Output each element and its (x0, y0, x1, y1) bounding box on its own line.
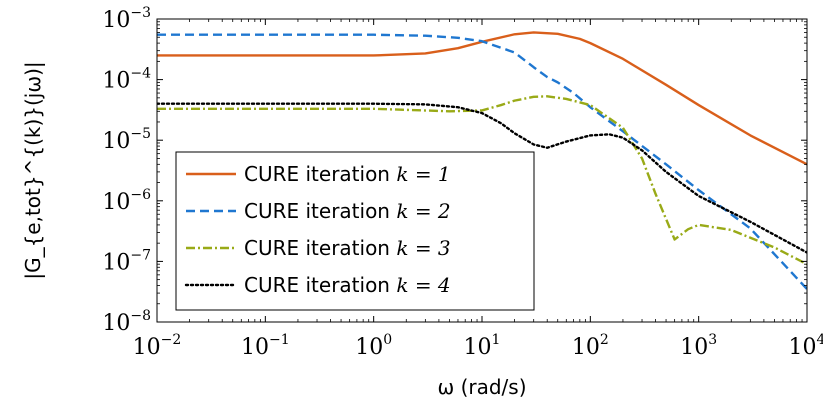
x-tick-label: 10−1 (241, 332, 290, 360)
y-tick-label: 10−6 (102, 187, 151, 215)
x-tick-exponent: 3 (708, 332, 717, 348)
legend-label-k4: CURE iteration k = 4 (244, 273, 451, 297)
series-group (157, 31, 807, 290)
y-tick-base: 10 (102, 250, 130, 275)
x-tick-base: 10 (241, 335, 269, 360)
x-tick-exponent: 0 (383, 332, 392, 348)
x-tick-label: 104 (789, 332, 823, 360)
y-tick-exponent: −5 (130, 126, 151, 142)
x-axis-label: ω (rad/s) (437, 375, 526, 399)
axes: 10−2 10−1 100 101 102 103 10410−810−710−610−51… (102, 5, 823, 360)
y-tick-label: 10−5 (102, 126, 151, 154)
x-tick-label: 102 (572, 332, 609, 360)
legend-box (175, 151, 535, 311)
x-tick-label: 103 (680, 332, 717, 360)
legend-prefix: CURE iteration (244, 273, 396, 297)
legend-label-k2: CURE iteration k = 2 (244, 199, 451, 223)
y-tick-exponent: −4 (130, 66, 151, 82)
series-line-k1 (157, 31, 807, 166)
x-tick-label: 100 (355, 332, 392, 360)
y-tick-exponent: −7 (130, 247, 151, 263)
y-axis-label: |G_{e,tot}^{(k)}(jω)| (21, 61, 45, 279)
x-tick-exponent: −2 (161, 332, 182, 348)
x-tick-base: 10 (789, 335, 817, 360)
series-line-k3 (157, 95, 807, 266)
y-tick-base: 10 (102, 8, 130, 33)
legend-prefix: CURE iteration (244, 236, 396, 260)
legend-label-k1: CURE iteration k = 1 (244, 162, 451, 186)
legend-label-k3: CURE iteration k = 3 (244, 236, 451, 260)
y-tick-label: 10−4 (102, 66, 151, 94)
axis-labels: ω (rad/s) |G_{e,tot}^{(k)}(jω)| (21, 61, 527, 399)
x-tick-label: 10−2 (133, 332, 182, 360)
x-tick-exponent: 4 (817, 332, 823, 348)
y-tick-label: 10−3 (102, 5, 151, 33)
y-tick-exponent: −3 (130, 5, 151, 21)
x-tick-exponent: −1 (269, 332, 290, 348)
plot-area (157, 31, 807, 290)
legend-prefix: CURE iteration (244, 162, 396, 186)
y-tick-base: 10 (102, 69, 130, 94)
y-tick-exponent: −8 (130, 308, 151, 324)
x-tick-base: 10 (464, 335, 492, 360)
y-tick-base: 10 (102, 311, 130, 336)
y-tick-label: 10−7 (102, 247, 151, 275)
x-tick-label: 101 (464, 332, 501, 360)
legend-math: k = 2 (396, 199, 450, 223)
x-tick-base: 10 (133, 335, 161, 360)
y-tick-label: 10−8 (102, 308, 151, 336)
x-tick-exponent: 2 (600, 332, 609, 348)
series-line-k2 (157, 33, 807, 290)
x-tick-base: 10 (680, 335, 708, 360)
legend-math: k = 1 (396, 162, 450, 186)
y-tick-base: 10 (102, 190, 130, 215)
series-line-k4 (157, 102, 807, 254)
y-tick-base: 10 (102, 129, 130, 154)
legend-math: k = 4 (396, 273, 450, 297)
legend-prefix: CURE iteration (244, 199, 396, 223)
y-tick-exponent: −6 (130, 187, 151, 203)
x-tick-exponent: 1 (492, 332, 501, 348)
x-tick-base: 10 (355, 335, 383, 360)
x-tick-base: 10 (572, 335, 600, 360)
legend-math: k = 3 (396, 236, 450, 260)
